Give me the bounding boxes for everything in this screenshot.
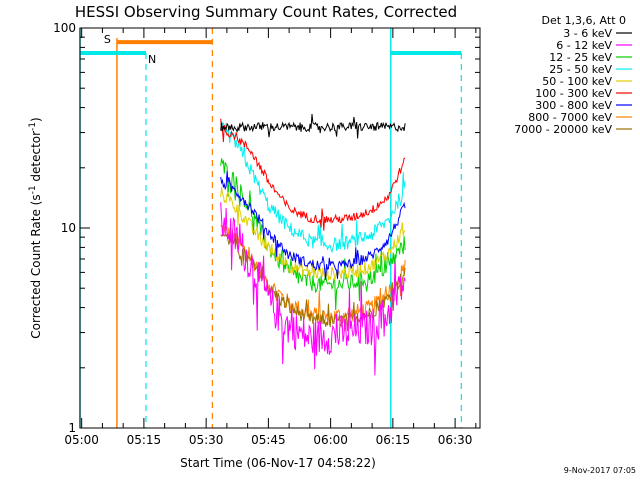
saa-label: S [104, 33, 111, 46]
legend-entry-label: 6 - 12 keV [556, 39, 612, 52]
legend-entry-label: 100 - 300 keV [535, 87, 612, 100]
plot-area: S N 05:00 05:15 05:30 05:45 06:00 06:15 06:30 1… [53, 21, 481, 447]
series-layer [220, 113, 406, 376]
footer-timestamp: 9-Nov-2017 07:05 [564, 466, 636, 475]
legend-header: Det 1,3,6, Att 0 [542, 14, 626, 27]
legend-entry-label: 25 - 50 keV [549, 63, 612, 76]
x-tick-label: 05:30 [189, 433, 224, 447]
series-line-1 [220, 202, 406, 376]
legend-entry-label: 7000 - 20000 keV [514, 123, 612, 136]
night-label: N [148, 53, 156, 66]
y-axis-label: Corrected Count Rate (s-1 detector-1) [28, 117, 43, 338]
legend-entry-label: 800 - 7000 keV [528, 111, 612, 124]
series-line-6 [220, 171, 406, 280]
x-tick-label: 05:15 [127, 433, 162, 447]
series-line-5 [220, 118, 406, 231]
x-axis: 05:00 05:15 05:30 05:45 06:00 06:15 06:30 [64, 28, 477, 447]
y-tick-label: 10 [61, 221, 76, 235]
series-line-4 [220, 187, 406, 281]
y-axis: 1 10 100 [53, 21, 480, 435]
x-tick-label: 06:00 [313, 433, 348, 447]
x-tick-label: 06:15 [376, 433, 411, 447]
legend-entry-label: 50 - 100 keV [542, 75, 612, 88]
series-line-7 [220, 224, 406, 332]
y-tick-label: 100 [53, 21, 76, 35]
y-tick-label: 1 [68, 421, 76, 435]
x-tick-label: 05:00 [64, 433, 99, 447]
x-tick-label: 05:45 [251, 433, 286, 447]
series-line-0 [220, 113, 406, 139]
legend-entry-label: 12 - 25 keV [549, 51, 612, 64]
x-tick-label: 06:30 [438, 433, 473, 447]
legend-entry-label: 3 - 6 keV [563, 27, 612, 40]
chart-title: HESSI Observing Summary Count Rates, Cor… [75, 3, 457, 21]
x-axis-label: Start Time (06-Nov-17 04:58:22) [180, 456, 376, 470]
series-line-3 [220, 120, 406, 254]
legend-entry-label: 300 - 800 keV [535, 99, 612, 112]
